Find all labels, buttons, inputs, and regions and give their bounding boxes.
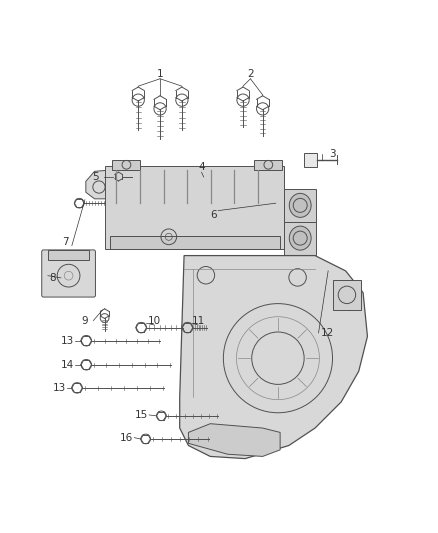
- Text: 10: 10: [148, 316, 161, 326]
- Text: 2: 2: [247, 69, 254, 78]
- Polygon shape: [188, 424, 280, 456]
- Bar: [304, 152, 317, 166]
- Bar: [284, 189, 316, 222]
- Text: 1: 1: [157, 69, 163, 78]
- Text: 15: 15: [134, 410, 148, 420]
- Bar: [48, 250, 89, 260]
- FancyBboxPatch shape: [42, 250, 95, 297]
- Bar: [106, 166, 285, 249]
- Text: 12: 12: [321, 328, 334, 338]
- Text: 4: 4: [198, 162, 205, 172]
- Polygon shape: [86, 171, 112, 199]
- Text: 16: 16: [120, 433, 133, 442]
- Text: 14: 14: [60, 360, 74, 370]
- Bar: [110, 236, 280, 249]
- Text: 7: 7: [62, 237, 69, 247]
- Bar: [284, 222, 316, 255]
- Text: 11: 11: [191, 316, 205, 326]
- Text: 5: 5: [92, 172, 99, 182]
- Ellipse shape: [289, 226, 311, 250]
- Text: 13: 13: [60, 336, 74, 346]
- Bar: [112, 160, 141, 169]
- Bar: [254, 160, 283, 169]
- Text: 8: 8: [49, 273, 56, 283]
- Polygon shape: [180, 256, 367, 458]
- Text: 6: 6: [210, 210, 217, 220]
- Text: 13: 13: [53, 383, 66, 393]
- Text: 9: 9: [81, 316, 88, 326]
- Ellipse shape: [289, 193, 311, 217]
- Text: 3: 3: [329, 149, 336, 159]
- Polygon shape: [191, 173, 230, 192]
- Bar: [332, 280, 361, 310]
